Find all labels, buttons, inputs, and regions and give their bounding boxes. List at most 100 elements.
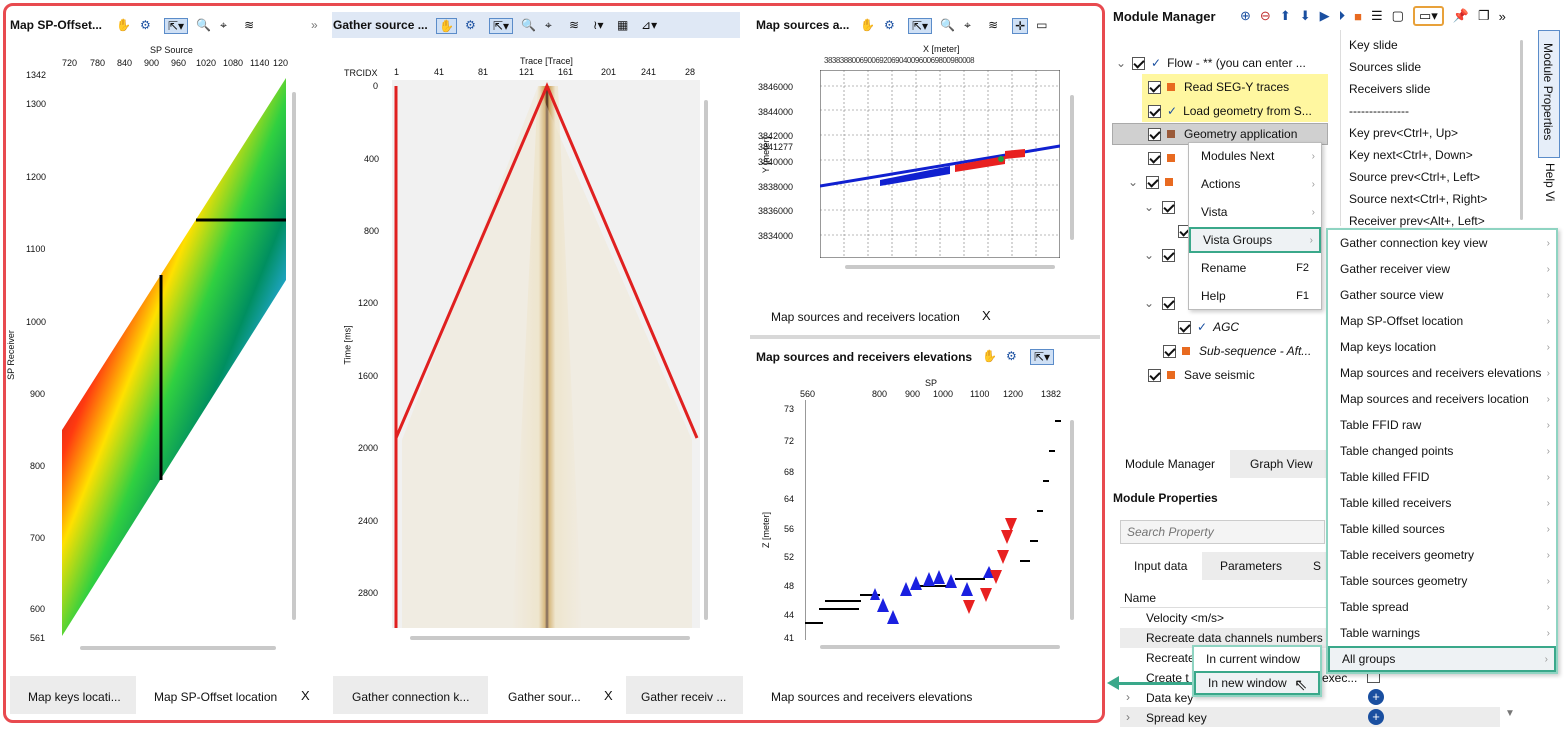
tab-map-sp-offset-location[interactable]: Map SP-Offset location xyxy=(154,690,278,704)
vista-group-item[interactable]: Map SP-Offset location › xyxy=(1328,308,1556,334)
source-receiver-location-plot[interactable] xyxy=(820,70,1060,258)
run-icon[interactable]: ▶ xyxy=(1319,8,1330,23)
comment-icon[interactable]: ▭ xyxy=(1036,18,1048,32)
gear-icon[interactable]: ⚙ xyxy=(1006,349,1017,363)
vista-group-item[interactable]: Table killed FFID › xyxy=(1328,464,1556,490)
checkbox[interactable] xyxy=(1162,296,1175,310)
layers-icon[interactable]: ≋ xyxy=(988,18,999,32)
gear-icon[interactable]: ⚙ xyxy=(140,18,151,32)
probe-icon[interactable]: ⌖ xyxy=(220,18,227,32)
prop-row[interactable]: Recreate data channels numbers xyxy=(1146,631,1323,645)
panel4-vscroll[interactable] xyxy=(1070,420,1074,620)
pin-icon[interactable]: 📌 xyxy=(1452,8,1469,23)
tab-parameters[interactable]: Parameters xyxy=(1220,559,1283,573)
tab-map-keys-location[interactable]: Map keys locati... xyxy=(28,690,121,704)
menu-item-vista-groups[interactable]: Vista Groups › xyxy=(1189,227,1321,253)
vista-group-item[interactable]: Table receivers geometry › xyxy=(1328,542,1556,568)
expand-icon[interactable]: » xyxy=(1498,8,1506,24)
module-row[interactable]: Read SEG-Y traces xyxy=(1148,76,1289,98)
tab-close-button[interactable]: X xyxy=(982,308,991,323)
vista-group-item[interactable]: Gather receiver view › xyxy=(1328,256,1556,282)
props-scroll-down-icon[interactable]: ▼ xyxy=(1505,708,1515,719)
module-row-agc[interactable]: ✓ AGC xyxy=(1178,316,1239,338)
table-icon[interactable]: ▦ xyxy=(617,18,629,32)
vista-group-item[interactable]: Table spread › xyxy=(1328,594,1556,620)
module-row-save[interactable]: Save seismic xyxy=(1148,364,1255,386)
tab-s[interactable]: S xyxy=(1313,559,1322,573)
checkbox[interactable] xyxy=(1162,248,1175,262)
key-list-item[interactable]: Receivers slide xyxy=(1349,82,1431,96)
search-property-input[interactable] xyxy=(1120,520,1325,544)
wiggle-icon[interactable]: ≀▾ xyxy=(593,18,604,32)
move-down-icon[interactable]: ⬇ xyxy=(1299,8,1311,23)
tree-row-partial[interactable] xyxy=(1148,147,1184,169)
checkbox[interactable] xyxy=(1148,127,1161,141)
checkbox[interactable] xyxy=(1148,104,1161,118)
tab-module-manager[interactable]: Module Manager xyxy=(1125,457,1216,471)
restore-icon[interactable]: ❐ xyxy=(1477,8,1490,23)
panel1-vscroll[interactable] xyxy=(292,92,296,620)
side-tab-label[interactable]: Help Vi xyxy=(1543,163,1557,202)
module-row-selected[interactable]: Geometry application xyxy=(1148,123,1297,145)
vista-group-item[interactable]: Table sources geometry › xyxy=(1328,568,1556,594)
expand-arrow-icon[interactable]: › xyxy=(1126,710,1130,724)
gear-icon[interactable]: ⚙ xyxy=(884,18,895,32)
pointer-mode-button[interactable]: ⇱▾ xyxy=(164,18,189,34)
menu-item-modules-next[interactable]: Modules Next › xyxy=(1189,143,1321,169)
panel1-more-icon[interactable]: » xyxy=(311,18,318,32)
key-list-item[interactable]: Receiver prev<Alt+, Left> xyxy=(1349,214,1485,228)
crosshair-button[interactable]: ✛ xyxy=(1012,18,1029,34)
stop-icon[interactable]: ■ xyxy=(1354,8,1362,24)
hand-icon[interactable]: ✋ xyxy=(982,349,997,363)
key-list-item[interactable]: Source prev<Ctrl+, Left> xyxy=(1349,170,1481,184)
tab-map-sources-receivers-elevations[interactable]: Map sources and receivers elevations xyxy=(771,690,973,704)
log-icon[interactable]: ☰ xyxy=(1370,8,1383,23)
zoom-icon[interactable]: 🔍 xyxy=(521,18,536,32)
tree-row-partial[interactable]: ⌄ xyxy=(1144,292,1181,314)
tree-row-partial[interactable]: ⌄ xyxy=(1128,171,1182,193)
add-key-button[interactable]: + xyxy=(1368,709,1384,725)
vista-group-item[interactable]: Map sources and receivers location › xyxy=(1328,386,1556,412)
key-list-scroll[interactable] xyxy=(1520,40,1523,220)
key-list-item[interactable]: Key next<Ctrl+, Down> xyxy=(1349,148,1473,162)
panel3-hscroll[interactable] xyxy=(845,265,1055,269)
vista-group-item[interactable]: Map sources and receivers elevations › xyxy=(1328,360,1556,386)
vista-group-item[interactable]: Table killed sources › xyxy=(1328,516,1556,542)
add-module-icon[interactable]: ⊕ xyxy=(1240,8,1251,23)
clipboard-icon[interactable]: ▢ xyxy=(1391,8,1404,23)
layers-icon[interactable]: ≋ xyxy=(244,18,255,32)
panel4-hscroll[interactable] xyxy=(820,645,1060,649)
checkbox[interactable] xyxy=(1178,320,1191,334)
hand-icon[interactable]: ✋ xyxy=(860,18,875,32)
checkbox[interactable] xyxy=(1132,56,1145,70)
expand-arrow-icon[interactable]: › xyxy=(1126,690,1130,704)
checkbox[interactable] xyxy=(1148,368,1161,382)
vista-group-item[interactable]: Gather source view › xyxy=(1328,282,1556,308)
gear-icon[interactable]: ⚙ xyxy=(464,18,476,32)
module-row[interactable]: ✓ Load geometry from S... xyxy=(1148,100,1312,122)
tab-gather-connection-key[interactable]: Gather connection k... xyxy=(352,690,470,704)
menu-item-rename[interactable]: Rename F2 xyxy=(1189,255,1321,281)
key-list-item[interactable]: Key slide xyxy=(1349,38,1398,52)
window-mode-button[interactable]: ▭▾ xyxy=(1412,6,1444,26)
prop-row[interactable]: Data key xyxy=(1146,691,1194,705)
vista-group-item[interactable]: Table warnings › xyxy=(1328,620,1556,646)
menu-item-actions[interactable]: Actions › xyxy=(1189,171,1321,197)
panel2-hscroll[interactable] xyxy=(410,636,690,640)
collapse-icon[interactable]: ⌄ xyxy=(1144,296,1155,310)
pointer-mode-button[interactable]: ⇱▾ xyxy=(488,18,514,34)
hand-icon[interactable]: ✋ xyxy=(436,18,457,34)
vista-group-item[interactable]: Table FFID raw › xyxy=(1328,412,1556,438)
key-list-item[interactable]: Key prev<Ctrl+, Up> xyxy=(1349,126,1459,140)
vista-group-all-groups[interactable]: All groups › xyxy=(1328,646,1556,672)
vista-group-item[interactable]: Table changed points › xyxy=(1328,438,1556,464)
sp-offset-plot[interactable] xyxy=(62,70,288,640)
checkbox[interactable] xyxy=(1146,175,1159,189)
flow-row[interactable]: ⌄ ✓ Flow - ** (you can enter ... xyxy=(1116,52,1306,74)
tree-row-partial[interactable]: ⌄ xyxy=(1144,244,1181,266)
seismic-gather-plot[interactable] xyxy=(392,80,700,628)
panel3-vscroll[interactable] xyxy=(1070,95,1074,240)
collapse-icon[interactable]: ⌄ xyxy=(1144,248,1155,262)
menu-item-vista[interactable]: Vista › xyxy=(1189,199,1321,225)
menu-item-help[interactable]: Help F1 xyxy=(1189,283,1321,309)
